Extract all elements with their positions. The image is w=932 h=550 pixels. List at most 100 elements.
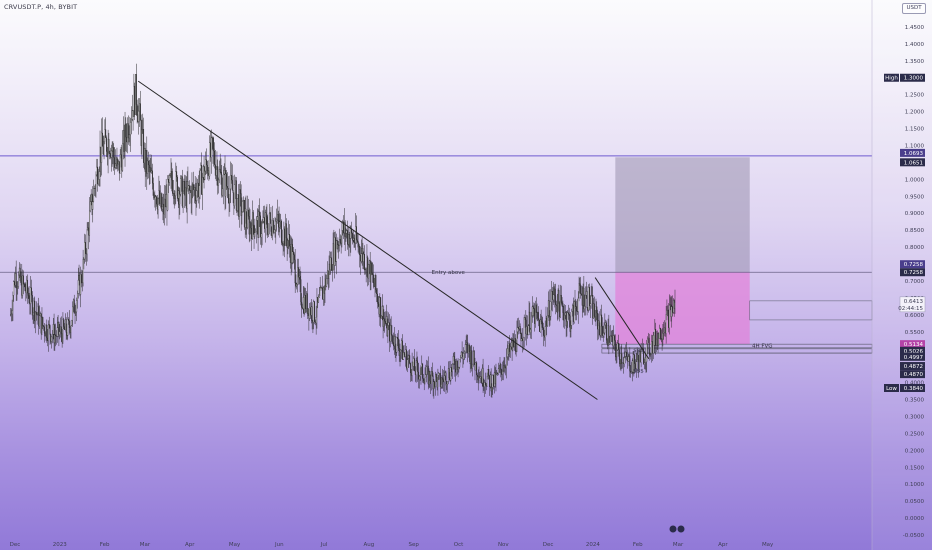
level-tag-0-4870-bg[interactable]: [900, 370, 925, 379]
candle-body: [531, 306, 533, 317]
candle-body: [645, 357, 647, 362]
candle-body: [19, 267, 21, 281]
candle-body: [389, 322, 391, 342]
candle-body: [427, 365, 429, 385]
candle-body: [605, 322, 607, 326]
candle-body: [58, 322, 60, 335]
candle-body: [160, 193, 161, 204]
candle-body: [617, 343, 619, 351]
candle-body: [177, 190, 179, 199]
trendline-2[interactable]: [594, 277, 650, 360]
candle-body: [482, 367, 484, 387]
scroll-icon[interactable]: [677, 525, 685, 533]
candle-body: [126, 137, 128, 143]
stop-zone[interactable]: [615, 272, 750, 345]
candle-body: [36, 313, 38, 316]
candle-body: [333, 243, 335, 266]
candle-body: [329, 263, 331, 271]
y-tick-label: 1.2500: [905, 93, 925, 99]
high-price-tag-bg[interactable]: [900, 73, 925, 82]
candle-body: [640, 349, 642, 363]
target-zone[interactable]: [615, 157, 750, 273]
candle-body: [630, 371, 632, 373]
candle-body: [213, 148, 215, 152]
candle-body: [475, 362, 477, 371]
candle-body: [423, 380, 425, 384]
candle-body: [402, 352, 404, 360]
level-tag-1-0651-bg[interactable]: [900, 158, 925, 167]
candle-body: [87, 227, 89, 230]
level-tag-0-4997-bg[interactable]: [900, 352, 925, 361]
candle-body: [351, 233, 353, 241]
level-tag-0-5026-bg[interactable]: [900, 346, 925, 355]
symbol-title[interactable]: CRVUSDT.P, 4h, BYBIT: [4, 3, 78, 11]
candle-body: [186, 181, 188, 209]
candle-body: [226, 173, 228, 187]
current-price-zone[interactable]: [749, 300, 873, 321]
candle-body: [653, 335, 655, 346]
candle-body: [249, 222, 251, 235]
candle-body: [139, 103, 141, 112]
candle-body: [167, 179, 169, 211]
candle-body: [483, 385, 485, 387]
candle-body: [57, 322, 59, 328]
candle-body: [68, 319, 70, 321]
candle-body: [577, 297, 579, 313]
candle-body: [133, 85, 135, 117]
y-tick-label: 0.9000: [905, 211, 925, 217]
candle-body: [660, 328, 661, 340]
y-tick-label: 0.2000: [905, 448, 925, 454]
candle-body: [606, 340, 608, 345]
candle-body: [566, 321, 568, 327]
candle-body: [585, 295, 586, 307]
level-tag-0-5026-text: 0.5026: [904, 349, 924, 355]
trendline-1[interactable]: [137, 80, 598, 400]
candle-body: [395, 348, 397, 353]
candle-body: [668, 305, 670, 328]
candle-body: [295, 282, 297, 286]
candle-body: [598, 320, 600, 327]
candle-body: [40, 313, 42, 334]
candle-body: [505, 356, 507, 368]
x-tick-label: May: [229, 542, 241, 548]
candle-body: [114, 157, 116, 168]
low-price-tag-bg[interactable]: [900, 384, 925, 392]
replay-icon[interactable]: [669, 525, 677, 533]
candle-body: [607, 325, 609, 345]
x-tick-label: Sep: [409, 542, 420, 548]
level-tag-0-4872-text: 0.4872: [904, 364, 923, 370]
level-tag-1-0693-bg[interactable]: [900, 148, 925, 157]
y-tick-label: 0.1500: [905, 465, 925, 471]
candle-body: [103, 141, 105, 155]
candle-body: [156, 196, 157, 205]
candle-body: [179, 193, 181, 205]
x-tick-label: Aug: [364, 542, 375, 548]
candle-body: [414, 370, 416, 375]
level-tag-0-5134-bg[interactable]: [900, 340, 925, 349]
countdown-value: 02:44:15: [898, 306, 923, 312]
y-tick-label: 0.0500: [905, 499, 925, 505]
candle-body: [520, 333, 522, 341]
candle-body: [570, 325, 572, 332]
candle-body: [447, 368, 449, 382]
level-tag-0-4872-bg[interactable]: [900, 362, 925, 371]
candle-body: [35, 311, 36, 322]
candle-body: [194, 187, 196, 196]
candle-body: [448, 368, 450, 379]
currency-badge[interactable]: USDT: [902, 3, 926, 14]
candle-body: [275, 220, 277, 230]
current-price-tag-bg[interactable]: [899, 296, 926, 313]
candle-body: [297, 267, 299, 285]
candle-body: [28, 295, 30, 303]
candle-body: [332, 243, 334, 271]
candle-body: [403, 352, 405, 355]
candle-body: [669, 304, 671, 306]
candle-body: [455, 369, 457, 373]
candle-body: [372, 274, 374, 284]
candle-body: [616, 349, 618, 358]
candle-body: [235, 180, 236, 185]
level-tag-entry-2-bg[interactable]: [900, 268, 925, 277]
candle-body: [228, 198, 230, 203]
level-tag-entry-bg[interactable]: [900, 260, 925, 269]
